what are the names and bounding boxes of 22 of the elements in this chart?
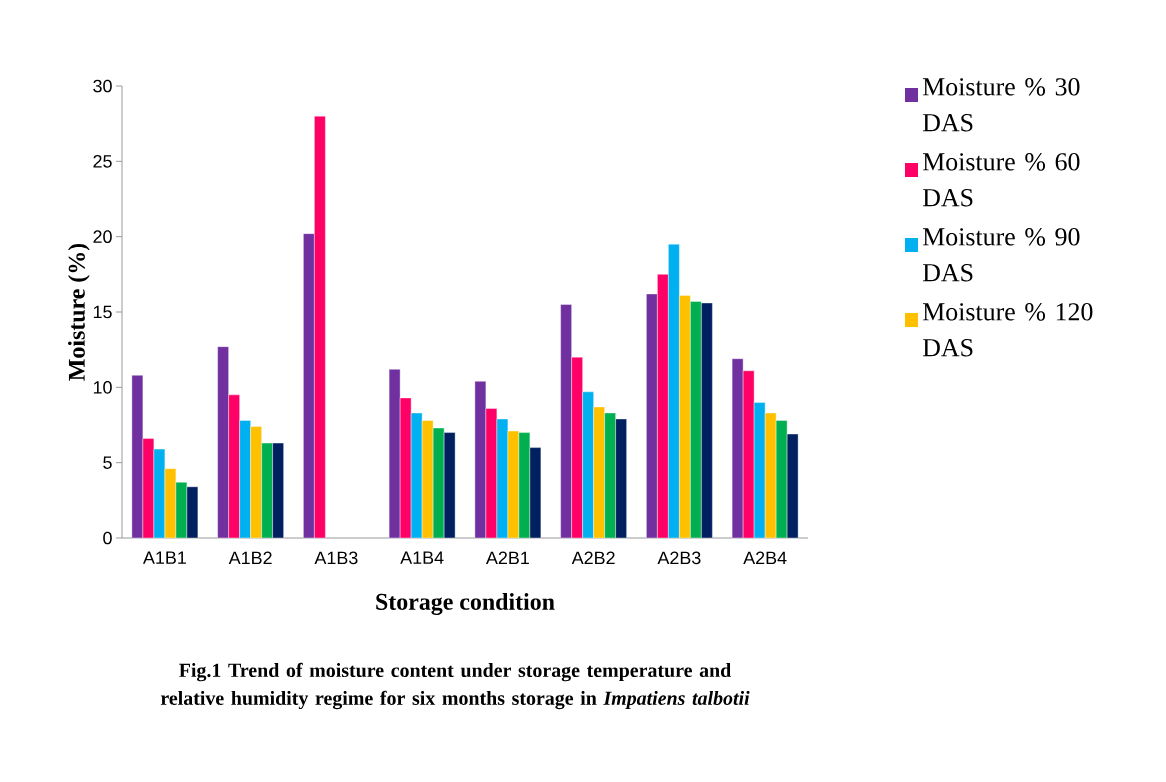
y-tick-label: 5 — [103, 456, 112, 469]
x-tick-label: A2B4 — [743, 551, 787, 565]
x-tick-label: A2B3 — [657, 551, 701, 565]
y-tick-label: 10 — [93, 380, 112, 394]
y-tick-label: 20 — [93, 230, 112, 244]
legend-label: Moisture % 30 DAS — [922, 78, 1080, 132]
y-tick-label: 30 — [93, 79, 112, 93]
legend-label: Moisture % 120 DAS — [922, 303, 1093, 357]
x-tick-label: A2B1 — [485, 551, 529, 565]
legend-label: Moisture % 90 DAS — [922, 228, 1080, 282]
x-axis-title: Storage condition — [376, 593, 555, 615]
x-tick-label: A1B1 — [142, 551, 186, 564]
y-axis-title: Moisture (%) — [68, 243, 90, 381]
x-tick-label: A1B4 — [400, 551, 444, 564]
legend-label: Moisture % 60 DAS — [922, 153, 1080, 207]
x-tick-label: A2B2 — [571, 551, 615, 565]
y-tick-label: 25 — [93, 154, 112, 168]
text: Fig.1 Trend of moisture content under storage temperature and relative humidity regime for six months storage in Impatiens talbotii — [160, 662, 750, 710]
y-tick-label: 15 — [93, 305, 112, 319]
x-tick-label: A1B2 — [228, 551, 272, 565]
y-tick-label: 0 — [103, 531, 112, 545]
x-tick-label: A1B3 — [314, 551, 358, 565]
